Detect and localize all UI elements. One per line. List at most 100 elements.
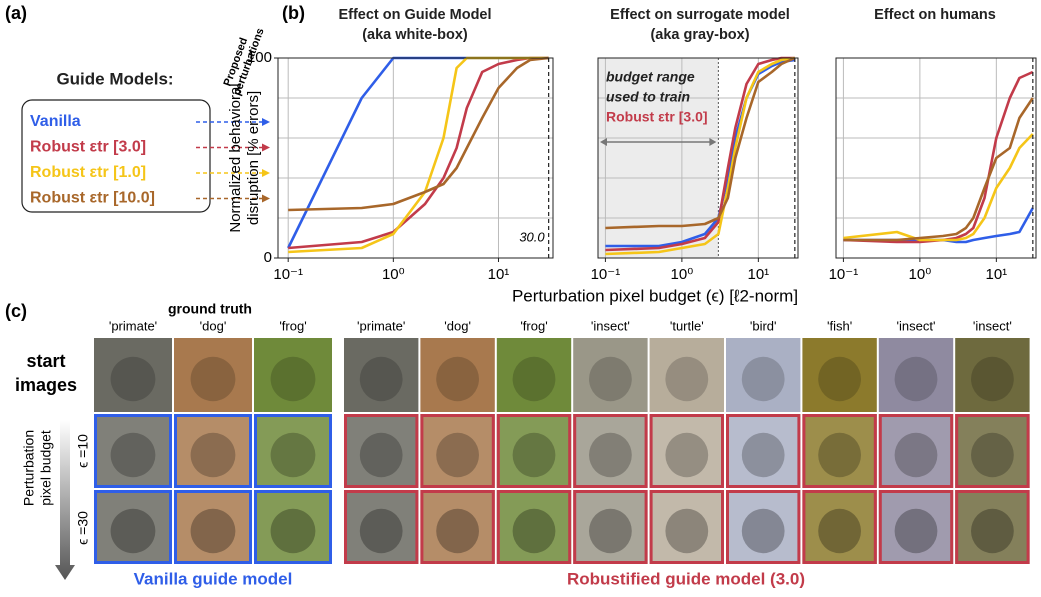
legend-arrowhead — [262, 169, 270, 177]
x-tick-label: 10⁻¹ — [273, 266, 303, 283]
budget-axis-label: Perturbation — [21, 430, 37, 506]
train-note: Robust εtr [3.0] — [606, 109, 708, 125]
legend-entry: Robust εtr [1.0] — [30, 164, 146, 181]
image-subject — [665, 357, 708, 401]
x-axis-label: Perturbation pixel budget (ϵ) [ℓ2-norm] — [512, 286, 798, 305]
image-subject — [436, 509, 479, 553]
image-subject — [895, 433, 938, 477]
series-line — [288, 58, 548, 252]
y-tick-label: 100 — [247, 49, 272, 66]
image-subject — [895, 509, 938, 553]
row-label: images — [15, 375, 77, 395]
class-label: 'frog' — [279, 318, 306, 333]
image-subject — [665, 433, 708, 477]
image-subject — [513, 509, 556, 553]
x-tick-label: 10⁰ — [671, 266, 694, 283]
series-line — [843, 98, 1032, 240]
class-label: 'primate' — [357, 318, 405, 333]
image-subject — [111, 509, 156, 553]
class-label: 'bird' — [750, 318, 777, 333]
image-subject — [271, 433, 316, 477]
image-subject — [436, 433, 479, 477]
x-tick-label: 10¹ — [986, 266, 1008, 283]
image-subject — [513, 357, 556, 401]
image-subject — [665, 509, 708, 553]
image-subject — [436, 357, 479, 401]
image-subject — [742, 509, 785, 553]
image-subject — [742, 433, 785, 477]
class-label: 'insect' — [591, 318, 630, 333]
image-subject — [513, 433, 556, 477]
image-subject — [191, 433, 236, 477]
class-label: 'turtle' — [670, 318, 704, 333]
x-tick-label: 10⁰ — [909, 266, 932, 283]
x-tick-label: 10⁻¹ — [829, 266, 859, 283]
image-subject — [818, 433, 861, 477]
budget-row-label: ϵ =10 — [75, 434, 91, 468]
class-label: 'insect' — [973, 318, 1012, 333]
image-subject — [360, 509, 403, 553]
class-label: 'fish' — [827, 318, 852, 333]
class-label: 'frog' — [520, 318, 547, 333]
image-subject — [111, 433, 156, 477]
class-label: 'primate' — [109, 318, 157, 333]
image-subject — [895, 357, 938, 401]
caption: Robustified guide model (3.0) — [567, 569, 805, 588]
budget-row-label: ϵ =30 — [75, 511, 91, 545]
chart-title: (aka white-box) — [362, 27, 468, 43]
image-subject — [818, 357, 861, 401]
panel-label: (a) — [5, 3, 27, 23]
panel-label: (c) — [5, 301, 27, 321]
plot-frame — [836, 58, 1036, 258]
ground-truth-label: ground truth — [168, 301, 252, 317]
panel-label: (b) — [282, 3, 305, 23]
train-note: used to train — [606, 89, 690, 105]
image-subject — [971, 509, 1014, 553]
row-label: start — [26, 351, 65, 371]
y-tick-label: 0 — [264, 249, 272, 266]
x-tick-label: 10⁰ — [382, 266, 405, 283]
series-line — [288, 58, 548, 248]
class-label: 'dog' — [200, 318, 227, 333]
image-subject — [191, 357, 236, 401]
budget-label: 30.0 — [519, 229, 545, 244]
class-label: 'insect' — [897, 318, 936, 333]
legend-title: Guide Models: — [56, 69, 173, 88]
y-axis-label: disruption [% errors] — [245, 91, 262, 225]
image-subject — [742, 357, 785, 401]
budget-arrow — [55, 420, 75, 580]
image-subject — [589, 357, 632, 401]
train-note: budget range — [606, 69, 695, 85]
caption: Vanilla guide model — [134, 569, 293, 588]
chart-title: (aka gray-box) — [650, 27, 749, 43]
budget-axis-label: pixel budget — [38, 430, 54, 506]
x-tick-label: 10¹ — [488, 266, 510, 283]
legend-arrowhead — [262, 144, 270, 152]
chart-title: Effect on surrogate model — [610, 7, 790, 23]
legend-arrowhead — [262, 195, 270, 203]
image-subject — [191, 509, 236, 553]
x-tick-label: 10¹ — [748, 266, 770, 283]
class-label: 'dog' — [444, 318, 471, 333]
chart-title: Effect on humans — [874, 7, 996, 23]
image-subject — [360, 433, 403, 477]
chart-title: Effect on Guide Model — [338, 7, 491, 23]
image-subject — [818, 509, 861, 553]
y-axis-label: Normalized behavioral — [227, 83, 244, 232]
image-subject — [971, 433, 1014, 477]
image-subject — [971, 357, 1014, 401]
image-subject — [111, 357, 156, 401]
image-subject — [271, 357, 316, 401]
image-subject — [589, 433, 632, 477]
image-subject — [271, 509, 316, 553]
image-subject — [589, 509, 632, 553]
legend-entry: Robust εtr [3.0] — [30, 139, 146, 156]
figure: (a)(b)(c)Guide Models:Proposedperturbati… — [0, 0, 1041, 592]
image-subject — [360, 357, 403, 401]
x-tick-label: 10⁻¹ — [591, 266, 621, 283]
series-line — [843, 134, 1032, 240]
series-line — [288, 58, 548, 210]
plot-frame — [278, 58, 553, 258]
legend-arrowhead — [262, 118, 270, 126]
series-line — [288, 58, 548, 248]
